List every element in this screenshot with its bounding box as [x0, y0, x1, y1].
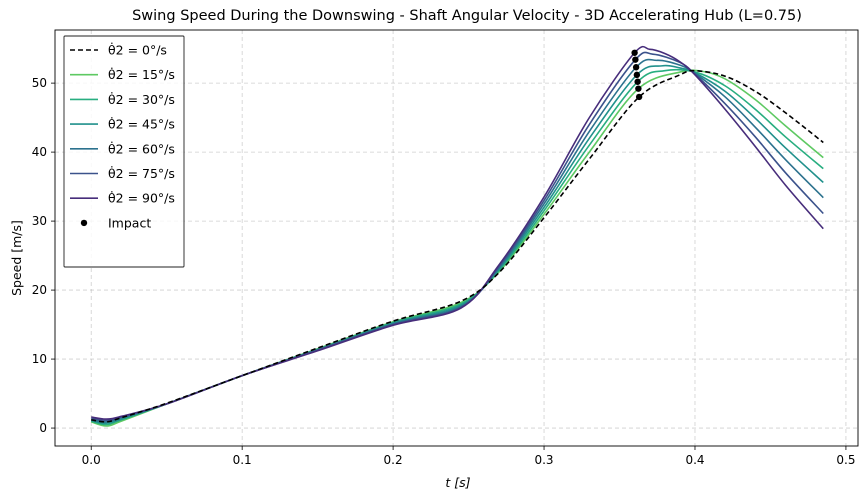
- impact-point-5: [632, 56, 639, 63]
- x-tick-label: 0.2: [384, 453, 403, 467]
- series-line-4: [91, 58, 824, 423]
- series-lines: [90, 45, 824, 427]
- impact-point-0: [635, 93, 643, 101]
- x-tick-label: 0.0: [82, 453, 101, 467]
- legend-impact-marker: [80, 219, 88, 227]
- legend-label-4: θ̇2 = 60°/s: [108, 141, 175, 156]
- impact-point-2: [634, 78, 641, 85]
- impact-point-3: [633, 71, 641, 79]
- series-line-2: [91, 68, 824, 426]
- series-line-6: [91, 45, 824, 420]
- y-tick-label: 40: [32, 145, 47, 159]
- chart-title: Swing Speed During the Downswing - Shaft…: [132, 8, 802, 24]
- x-axis-label: t [s]: [445, 475, 470, 490]
- y-tick-label: 0: [39, 421, 47, 435]
- x-tick-label: 0.1: [233, 453, 252, 467]
- legend-box: [63, 35, 185, 268]
- legend-label-2: θ̇2 = 30°/s: [108, 92, 175, 107]
- series-line-3: [91, 64, 824, 425]
- plot-frame: [54, 29, 859, 447]
- impact-point-4: [632, 64, 640, 71]
- legend-label-1: θ̇2 = 15°/s: [108, 67, 175, 82]
- impact-points: [631, 49, 643, 101]
- impact-point-6: [631, 49, 638, 56]
- series-line-1: [90, 69, 824, 427]
- legend-label-3: θ̇2 = 45°/s: [108, 116, 175, 131]
- legend-label-6: θ̇2 = 90°/s: [108, 190, 175, 205]
- x-tick-label: 0.4: [685, 453, 704, 467]
- legend-label-5: θ̇2 = 75°/s: [108, 166, 175, 181]
- y-tick-label: 20: [32, 283, 47, 297]
- y-tick-label: 30: [32, 214, 47, 228]
- y-tick-label: 50: [32, 76, 47, 90]
- y-axis-label: Speed [m/s]: [9, 220, 24, 296]
- grid-lines: [55, 30, 858, 446]
- x-tick-label: 0.3: [534, 453, 553, 467]
- series-line-5: [91, 51, 824, 422]
- axis-ticks: 0.0 0.1 0.2 0.3 0.4 0.5 0 10 20 30 40 50: [32, 76, 856, 467]
- legend-impact-label: Impact: [108, 215, 151, 230]
- x-tick-label: 0.5: [836, 453, 855, 467]
- legend: θ̇2 = 0°/s θ̇2 = 15°/s θ̇2 = 30°/s θ̇2 = 45…: [63, 35, 185, 268]
- series-line-0: [91, 69, 824, 423]
- y-tick-label: 10: [32, 352, 47, 366]
- impact-point-1: [635, 85, 642, 92]
- legend-label-0: θ̇2 = 0°/s: [108, 42, 167, 57]
